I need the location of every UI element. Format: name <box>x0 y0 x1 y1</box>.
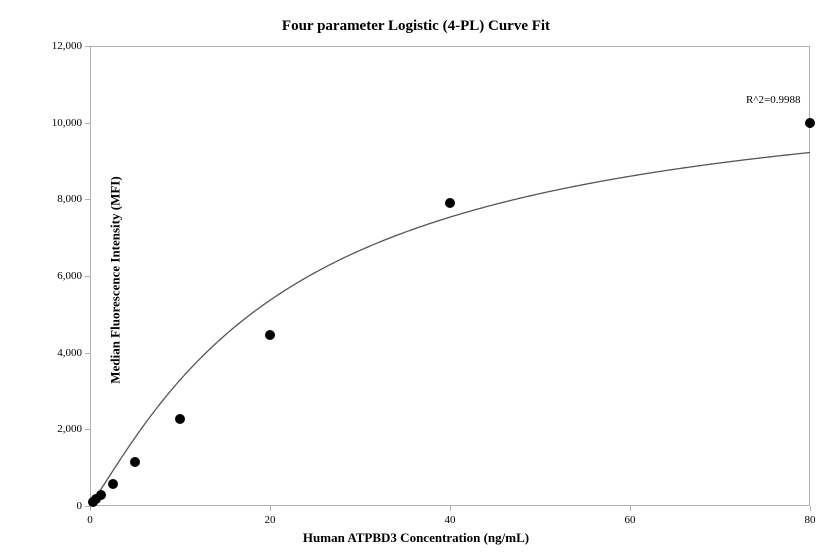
data-point <box>96 490 106 500</box>
data-point <box>445 198 455 208</box>
data-point <box>108 479 118 489</box>
data-point <box>265 330 275 340</box>
data-point <box>175 414 185 424</box>
fit-curve <box>0 0 832 560</box>
chart-container: Four parameter Logistic (4-PL) Curve Fit… <box>0 0 832 560</box>
data-point <box>130 457 140 467</box>
data-point <box>805 118 815 128</box>
